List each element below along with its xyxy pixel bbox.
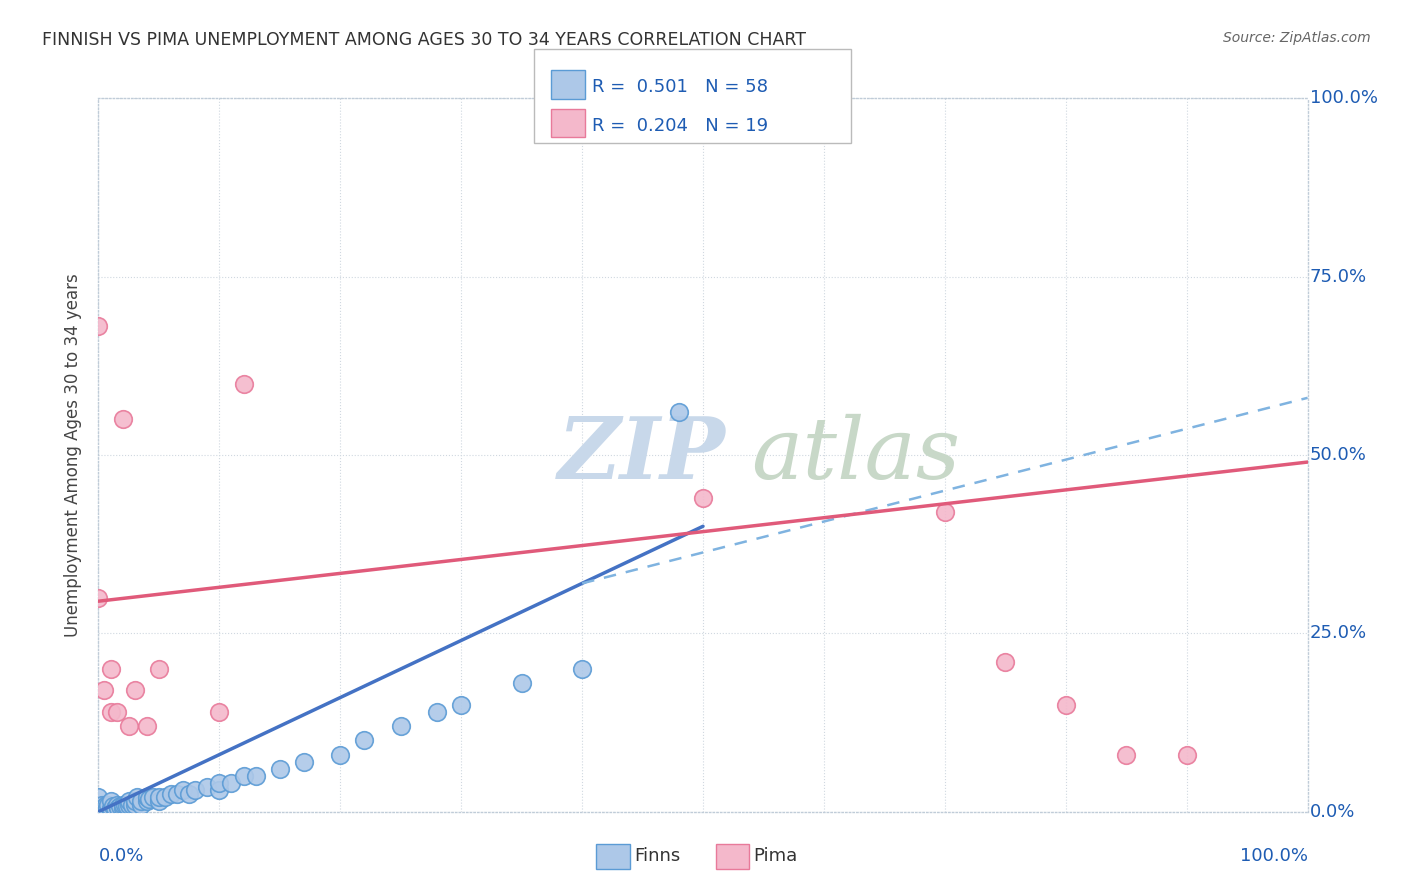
Text: FINNISH VS PIMA UNEMPLOYMENT AMONG AGES 30 TO 34 YEARS CORRELATION CHART: FINNISH VS PIMA UNEMPLOYMENT AMONG AGES … bbox=[42, 31, 806, 49]
Point bbox=[124, 797, 146, 812]
Point bbox=[124, 683, 146, 698]
Point bbox=[91, 797, 114, 812]
Point bbox=[668, 405, 690, 419]
Y-axis label: Unemployment Among Ages 30 to 34 years: Unemployment Among Ages 30 to 34 years bbox=[65, 273, 83, 637]
Point bbox=[127, 790, 149, 805]
Text: 0.0%: 0.0% bbox=[1310, 803, 1355, 821]
Point bbox=[118, 797, 141, 812]
Text: Source: ZipAtlas.com: Source: ZipAtlas.com bbox=[1223, 31, 1371, 45]
Point bbox=[100, 705, 122, 719]
Point bbox=[97, 797, 120, 812]
Point bbox=[100, 801, 122, 815]
Point bbox=[426, 705, 449, 719]
Point bbox=[1054, 698, 1077, 712]
Point bbox=[93, 805, 115, 819]
Point bbox=[148, 662, 170, 676]
Point bbox=[160, 787, 183, 801]
Point bbox=[232, 376, 254, 391]
Point bbox=[153, 790, 176, 805]
Point bbox=[118, 719, 141, 733]
Point bbox=[934, 505, 956, 519]
Point bbox=[138, 792, 160, 806]
Point bbox=[111, 801, 134, 815]
Point bbox=[208, 783, 231, 797]
Point bbox=[121, 797, 143, 812]
Point bbox=[135, 794, 157, 808]
Text: ZIP: ZIP bbox=[558, 413, 725, 497]
Point bbox=[87, 805, 110, 819]
Point bbox=[329, 747, 352, 762]
Point bbox=[105, 797, 128, 812]
Point bbox=[117, 799, 139, 814]
Text: 75.0%: 75.0% bbox=[1310, 268, 1367, 285]
Point bbox=[510, 676, 533, 690]
Point bbox=[994, 655, 1017, 669]
Text: R =  0.204   N = 19: R = 0.204 N = 19 bbox=[592, 117, 768, 135]
Point bbox=[94, 797, 117, 812]
Text: 0.0%: 0.0% bbox=[98, 847, 143, 865]
Point bbox=[269, 762, 291, 776]
Point bbox=[692, 491, 714, 505]
Point bbox=[195, 780, 218, 794]
Point bbox=[221, 776, 243, 790]
Point bbox=[177, 787, 201, 801]
Point bbox=[105, 705, 128, 719]
Point bbox=[93, 683, 115, 698]
Point bbox=[129, 797, 152, 812]
Text: 100.0%: 100.0% bbox=[1310, 89, 1378, 107]
Point bbox=[100, 805, 122, 819]
Point bbox=[172, 783, 194, 797]
Point bbox=[142, 790, 165, 805]
Text: 100.0%: 100.0% bbox=[1240, 847, 1308, 865]
Point bbox=[104, 801, 127, 815]
Point bbox=[245, 769, 267, 783]
Point bbox=[107, 801, 129, 815]
Text: 25.0%: 25.0% bbox=[1310, 624, 1367, 642]
Point bbox=[90, 801, 112, 815]
Point bbox=[118, 794, 141, 808]
Text: atlas: atlas bbox=[751, 414, 960, 496]
Point bbox=[166, 787, 188, 801]
Point bbox=[129, 794, 152, 808]
Point bbox=[111, 412, 134, 426]
Text: Pima: Pima bbox=[754, 847, 797, 865]
Point bbox=[87, 790, 110, 805]
Point bbox=[389, 719, 412, 733]
Point bbox=[450, 698, 472, 712]
Point bbox=[1115, 747, 1137, 762]
Point bbox=[87, 591, 110, 605]
Text: 50.0%: 50.0% bbox=[1310, 446, 1367, 464]
Point bbox=[135, 719, 157, 733]
Point bbox=[87, 319, 110, 334]
Point bbox=[114, 797, 136, 812]
Point bbox=[100, 794, 122, 808]
Point bbox=[135, 790, 157, 805]
Point bbox=[208, 776, 231, 790]
Point bbox=[353, 733, 375, 747]
Point bbox=[148, 790, 170, 805]
Point bbox=[100, 662, 122, 676]
Point bbox=[108, 799, 131, 814]
Point bbox=[571, 662, 593, 676]
Point bbox=[148, 794, 170, 808]
Point bbox=[91, 801, 114, 815]
Text: Finns: Finns bbox=[634, 847, 681, 865]
Point bbox=[124, 794, 146, 808]
Point bbox=[1175, 747, 1198, 762]
Point bbox=[184, 783, 207, 797]
Point bbox=[87, 797, 110, 812]
Text: R =  0.501   N = 58: R = 0.501 N = 58 bbox=[592, 78, 768, 96]
Point bbox=[101, 799, 124, 814]
Point bbox=[208, 705, 231, 719]
Point bbox=[232, 769, 254, 783]
Point bbox=[111, 797, 134, 812]
Point bbox=[292, 755, 315, 769]
Point bbox=[96, 801, 118, 815]
